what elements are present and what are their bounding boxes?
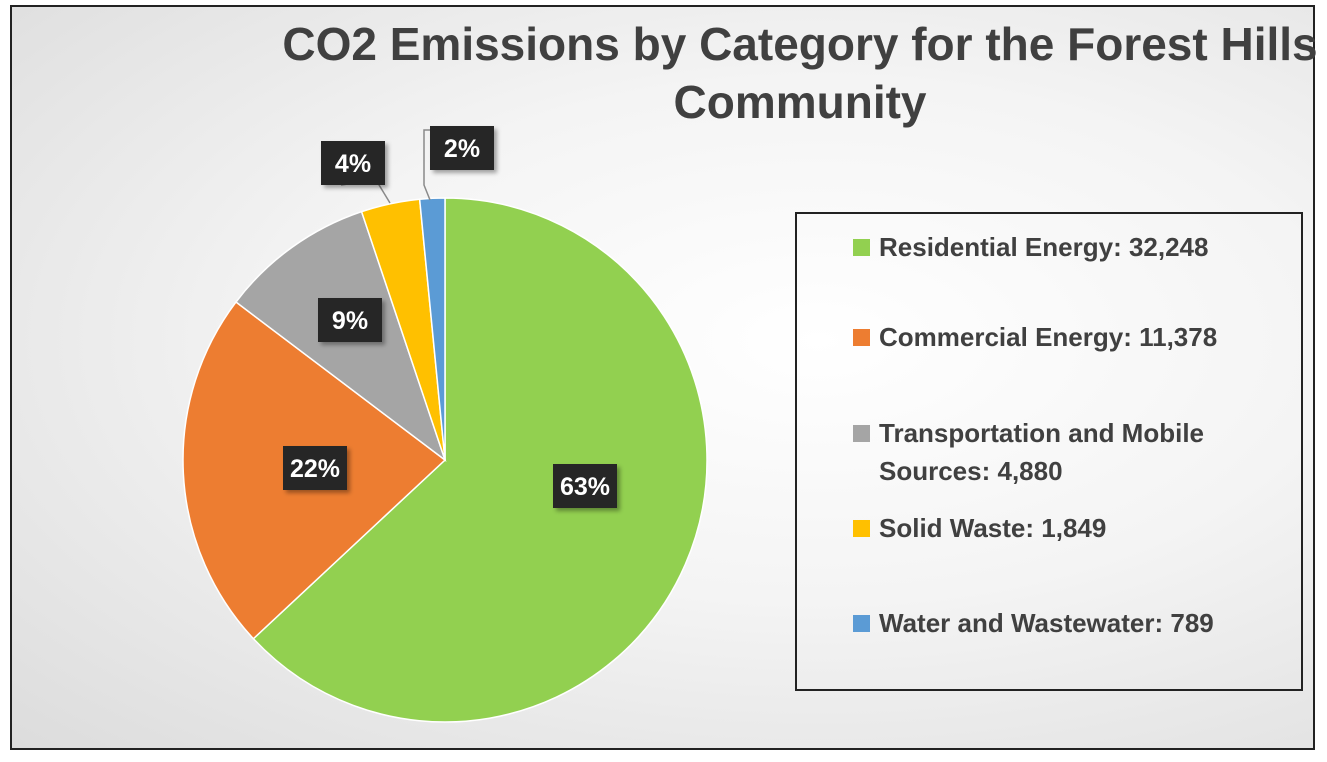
data-label-commercial: 22% [283,446,347,490]
data-label-text-transportation: 9% [332,307,368,335]
legend: Residential Energy: 32,248 Commercial En… [795,212,1303,691]
data-label-box-water [430,126,494,170]
chart-title: CO2 Emissions by Category for the Forest… [282,18,1318,128]
legend-label-transportation: Transportation and Mobile Sources: 4,880 [879,418,1205,486]
data-label-text-water: 2% [444,135,480,163]
data-label-box-commercial [283,446,347,490]
legend-label-water: Water and Wastewater: 789 [879,608,1214,638]
legend-swatch-transportation [853,425,870,442]
data-label-text-solid-waste: 4% [335,150,371,178]
data-label-box-solid-waste [321,141,385,185]
data-label-water: 2% [430,126,494,170]
legend-swatch-commercial [853,329,870,346]
data-label-transportation: 9% [318,298,382,342]
legend-label-residential: Residential Energy: 32,248 [879,232,1209,262]
legend-label-commercial: Commercial Energy: 11,378 [879,322,1218,352]
pie-slice-water [418,197,446,461]
legend-label-solid-waste: Solid Waste: 1,849 [879,513,1107,543]
data-label-text-commercial: 22% [290,455,340,483]
leader-line-water [423,129,431,201]
data-label-residential: 63% [553,464,617,508]
data-label-text-residential: 63% [560,473,610,501]
data-label-box-residential [553,464,617,508]
pie-slice-residential [252,197,708,723]
legend-swatch-water [853,615,870,632]
legend-swatch-solid-waste [853,520,870,537]
data-label-solid-waste: 4% [321,141,385,185]
legend-swatch-residential [853,239,870,256]
data-label-box-transportation [318,298,382,342]
